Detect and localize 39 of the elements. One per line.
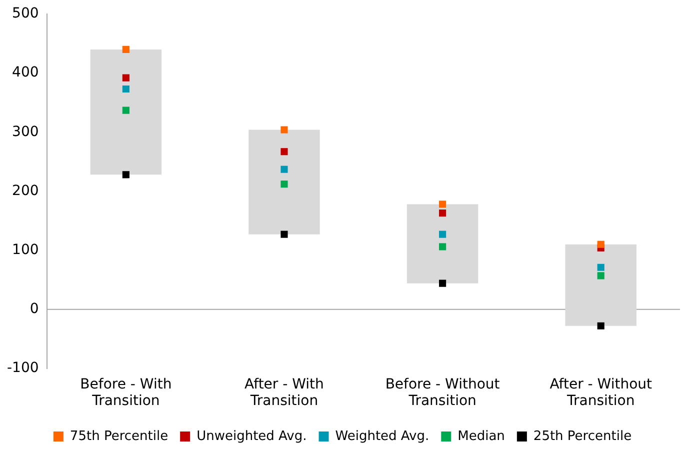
bar [90, 49, 162, 175]
y-tick-label: 100 [12, 242, 39, 258]
point [439, 243, 446, 250]
legend-label: 75th Percentile [70, 428, 168, 444]
point [280, 126, 288, 134]
legend-label: Weighted Avg. [335, 428, 430, 444]
point [280, 166, 288, 173]
x-tick-label: After - With Transition [244, 376, 324, 410]
x-tick-label: Before - With Transition [80, 376, 172, 410]
point [439, 280, 446, 287]
y-tick-label: 0 [30, 300, 39, 317]
point [439, 230, 446, 238]
legend-label: 25th Percentile [533, 428, 632, 444]
point [280, 180, 288, 188]
point [122, 106, 130, 114]
legend-label: Unweighted Avg. [196, 428, 307, 444]
point [597, 240, 604, 248]
y-tick-label: -100 [6, 360, 39, 376]
bar [406, 204, 478, 284]
bar [248, 130, 320, 234]
y-tick-label: 500 [12, 6, 39, 22]
y-tick-label: 400 [12, 64, 39, 81]
y-tick-label: 200 [12, 182, 39, 199]
point [122, 171, 130, 178]
legend-label: Median [458, 428, 505, 444]
point [122, 74, 130, 82]
point [597, 272, 604, 280]
point [280, 148, 288, 156]
y-tick-label: 300 [12, 124, 39, 140]
point [597, 264, 604, 271]
x-tick-label: After - Without Transition [550, 376, 652, 410]
bar [565, 244, 636, 326]
point [597, 322, 604, 330]
point [280, 230, 288, 238]
point [122, 46, 130, 53]
point [439, 200, 446, 208]
point [122, 85, 130, 93]
x-tick-label: Before - Without Transition [385, 376, 500, 410]
point [439, 210, 446, 217]
